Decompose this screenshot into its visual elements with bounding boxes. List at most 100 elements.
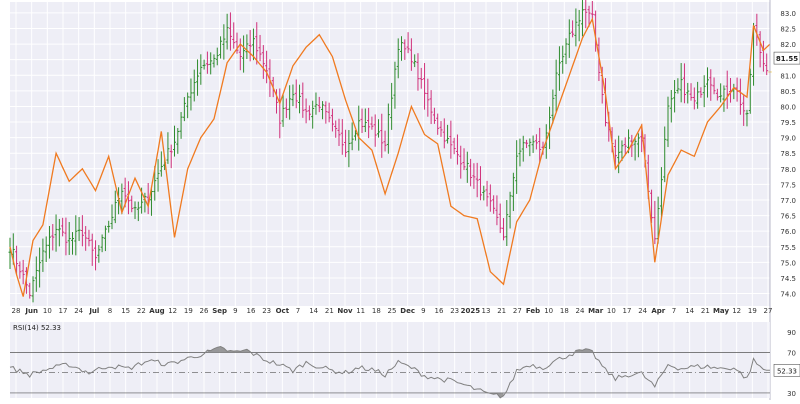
price-bar — [396, 38, 400, 79]
price-bar — [376, 119, 380, 138]
price-y-tick-label: 75.0 — [780, 259, 796, 267]
price-bar — [360, 108, 364, 134]
price-bar — [482, 185, 486, 201]
price-y-axis: 74.0 74.5 75.0 75.5 76.0 76.5 77.0 77.5 78.0 78.5… — [780, 10, 796, 299]
price-bar — [38, 247, 42, 288]
x-tick-label: 8 — [108, 307, 112, 315]
price-bar — [531, 135, 535, 153]
price-bar — [403, 39, 407, 60]
price-bar — [669, 89, 673, 123]
price-bar — [67, 221, 71, 255]
price-bar — [94, 240, 98, 271]
price-bar — [159, 151, 163, 177]
price-bar — [557, 46, 561, 91]
price-bar — [488, 184, 492, 212]
price-bar — [538, 127, 542, 163]
price-bar — [409, 38, 413, 71]
price-y-tick-label: 82.0 — [780, 41, 796, 49]
price-bar — [327, 102, 331, 123]
price-bar — [228, 12, 232, 51]
x-tick-label: 26 — [200, 307, 209, 315]
price-bar — [446, 124, 450, 144]
price-bar — [51, 224, 55, 251]
price-bar — [77, 217, 81, 242]
price-bar — [225, 13, 229, 50]
price-bar — [31, 276, 35, 303]
price-bar — [666, 96, 670, 148]
price-bar — [406, 32, 410, 54]
price-bar — [416, 53, 420, 91]
price-bar — [475, 162, 479, 198]
x-tick-label: 10 — [43, 307, 52, 315]
x-tick-label: Mar — [588, 307, 604, 315]
price-bar — [455, 134, 459, 165]
price-bar — [715, 88, 719, 101]
price-bar — [307, 105, 311, 121]
price-bar — [498, 203, 502, 234]
x-tick-label: 16 — [247, 307, 256, 315]
price-bar — [288, 85, 292, 120]
price-y-tick-label: 80.5 — [780, 88, 796, 96]
price-bar — [574, 8, 578, 47]
price-bar — [515, 140, 519, 194]
rsi-value-tag-text: 52.33 — [777, 367, 797, 375]
x-tick-label: Apr — [651, 307, 665, 315]
price-bar — [633, 137, 637, 161]
price-bar — [511, 172, 515, 212]
current-price-tag-box — [773, 51, 800, 65]
price-bar — [386, 103, 390, 154]
price-bar — [580, 0, 584, 37]
x-tick-label: Sep — [212, 307, 227, 315]
price-bar — [636, 133, 640, 158]
x-tick-label: 17 — [623, 307, 632, 315]
price-bar — [459, 145, 463, 179]
price-bar — [590, 0, 594, 19]
price-y-tick-label: 76.0 — [780, 228, 796, 236]
price-bar — [298, 84, 302, 114]
price-bar — [413, 54, 417, 68]
x-tick-label: 12 — [732, 307, 741, 315]
price-bar — [47, 225, 51, 259]
price-bar — [495, 195, 499, 226]
price-bar — [719, 83, 723, 103]
price-bar — [176, 128, 180, 154]
x-tick-label: 21 — [497, 307, 506, 315]
price-bar — [281, 93, 285, 127]
price-bar — [722, 85, 726, 112]
x-tick-label: 10 — [607, 307, 616, 315]
price-bar — [663, 126, 667, 183]
price-bar — [248, 30, 252, 62]
price-bar — [103, 225, 107, 252]
price-bar — [429, 90, 433, 125]
x-tick-label: 27 — [764, 307, 773, 315]
rsi-overbought-fill — [575, 348, 593, 353]
price-bar — [232, 22, 236, 49]
rsi-y-tick-label: 90 — [787, 329, 796, 337]
price-bar — [173, 125, 177, 157]
price-bar — [505, 200, 509, 246]
price-bar — [219, 36, 223, 59]
price-bar — [258, 34, 262, 62]
price-bar — [284, 98, 288, 119]
rsi-grid — [10, 322, 770, 398]
price-bar — [291, 84, 295, 107]
rsi-y-tick-label: 30 — [787, 390, 796, 398]
x-tick-label: Jul — [88, 307, 99, 315]
price-bar — [261, 45, 265, 79]
price-bar — [136, 201, 140, 222]
price-bar — [765, 53, 769, 76]
price-bar — [521, 135, 525, 162]
price-y-tick-label: 78.0 — [780, 166, 796, 174]
x-tick-label: 28 — [12, 307, 21, 315]
price-bar — [577, 9, 581, 42]
x-tick-label: 22 — [137, 307, 146, 315]
price-bar — [186, 92, 190, 119]
rsi-series-line — [9, 345, 770, 399]
price-bar — [196, 59, 200, 96]
x-tick-label: 21 — [701, 307, 710, 315]
price-bar — [682, 63, 686, 104]
x-tick-label: Aug — [149, 307, 164, 315]
price-bar — [179, 112, 183, 139]
price-bar — [525, 139, 529, 149]
